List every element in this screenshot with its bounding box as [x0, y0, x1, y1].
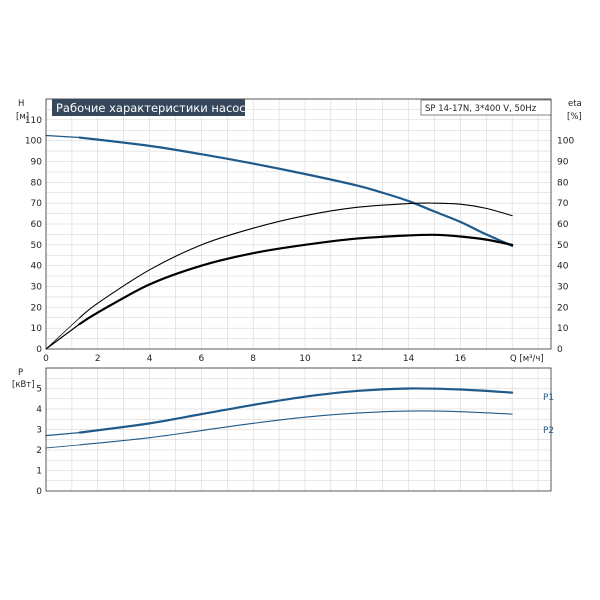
power-curve-p1	[78, 387, 514, 434]
bottom-y-tick-label: 0	[36, 487, 42, 497]
y-axis-label-right: eta	[568, 99, 582, 109]
power-axis-label: P	[18, 368, 23, 378]
power-axis-unit: [кВт]	[12, 380, 35, 390]
bottom-y-tick-labels: 0 1 2 3 4 5	[36, 385, 42, 498]
top-y-tick-label-right: 0	[557, 345, 563, 355]
y-axis-unit-left: [м]	[16, 112, 29, 122]
top-y-tick-label-right: 30	[557, 283, 569, 293]
top-y-tick-label-right: 20	[557, 303, 569, 313]
top-y-tick-labels-left: 0 10 20 30 40 50 60 70 80 90 100 110	[25, 116, 42, 355]
head-curve	[78, 136, 514, 247]
top-plot-frame	[45, 98, 552, 350]
top-x-tick-label: 0	[43, 354, 49, 364]
top-y-tick-label-right: 40	[557, 262, 569, 272]
bottom-plot: 0 1 2 3 4 5 P [кВт] P1 P2	[12, 367, 554, 498]
top-x-tick-label: 2	[95, 354, 101, 364]
top-x-tick-label: 14	[403, 354, 415, 364]
bottom-y-tick-label: 2	[36, 446, 42, 456]
bottom-plot-frame	[45, 367, 552, 492]
top-y-tick-label-left: 70	[31, 199, 43, 209]
bottom-y-tick-label: 1	[36, 467, 42, 477]
top-y-tick-label-left: 0	[36, 345, 42, 355]
top-y-tick-label-left: 10	[31, 324, 43, 334]
top-x-tick-label: 4	[147, 354, 153, 364]
top-x-tick-label: 8	[250, 354, 256, 364]
top-y-tick-label-right: 90	[557, 158, 569, 168]
top-y-tick-label-right: 70	[557, 199, 569, 209]
model-label: SP 14-17N, 3*400 V, 50Hz	[425, 104, 537, 114]
top-y-tick-label-right: 10	[557, 324, 569, 334]
top-curves	[45, 134, 514, 350]
top-x-tick-labels: 0 2 4 6 8 10 12 14 16	[43, 354, 466, 364]
top-y-tick-label-left: 50	[31, 241, 43, 251]
bottom-y-tick-label: 5	[36, 385, 42, 395]
top-x-tick-label: 16	[455, 354, 467, 364]
power-curve-p1-start-segment	[45, 431, 81, 437]
head-curve-start-segment	[45, 134, 81, 139]
bottom-curves	[45, 387, 514, 449]
efficiency-curve-thin-start-segment	[45, 317, 81, 350]
chart-title: Рабочие характеристики насоса	[56, 101, 253, 115]
top-y-tick-label-left: 90	[31, 158, 43, 168]
series-label-p2: P2	[543, 426, 554, 436]
top-y-tick-label-left: 30	[31, 283, 43, 293]
top-grid	[45, 98, 551, 349]
efficiency-curve-thick-start-segment	[45, 323, 81, 350]
power-curve-p2	[79, 410, 513, 446]
model-box	[420, 99, 552, 116]
efficiency-curve-thin	[79, 202, 513, 319]
series-label-p1: P1	[543, 393, 554, 403]
bottom-y-tick-label: 3	[36, 426, 42, 436]
top-y-tick-label-left: 40	[31, 262, 43, 272]
top-y-tick-label-right: 80	[557, 178, 569, 188]
chart-title-bg	[52, 99, 245, 116]
power-curve-p2-start-segment	[45, 444, 81, 449]
top-y-tick-label-left: 60	[31, 220, 43, 230]
top-y-tick-label-left: 80	[31, 178, 43, 188]
top-x-tick-label: 6	[199, 354, 205, 364]
top-y-tick-labels-right: 0 10 20 30 40 50 60 70 80 90 100	[557, 137, 574, 355]
top-x-tick-label: 12	[351, 354, 362, 364]
x-axis-label: Q [м³/ч]	[510, 354, 544, 364]
y-axis-unit-right: [%]	[567, 112, 582, 122]
bottom-y-tick-label: 4	[36, 405, 42, 415]
top-x-tick-label: 10	[299, 354, 311, 364]
top-y-tick-label-right: 100	[557, 137, 574, 147]
efficiency-curve-thick	[78, 233, 514, 326]
bottom-grid	[45, 367, 551, 491]
top-y-tick-label-left: 100	[25, 137, 42, 147]
top-y-tick-label-left: 110	[25, 116, 42, 126]
y-axis-label-left: H	[18, 99, 24, 109]
top-y-tick-label-right: 50	[557, 241, 569, 251]
top-y-tick-label-left: 20	[31, 303, 43, 313]
top-y-tick-label-right: 60	[557, 220, 569, 230]
